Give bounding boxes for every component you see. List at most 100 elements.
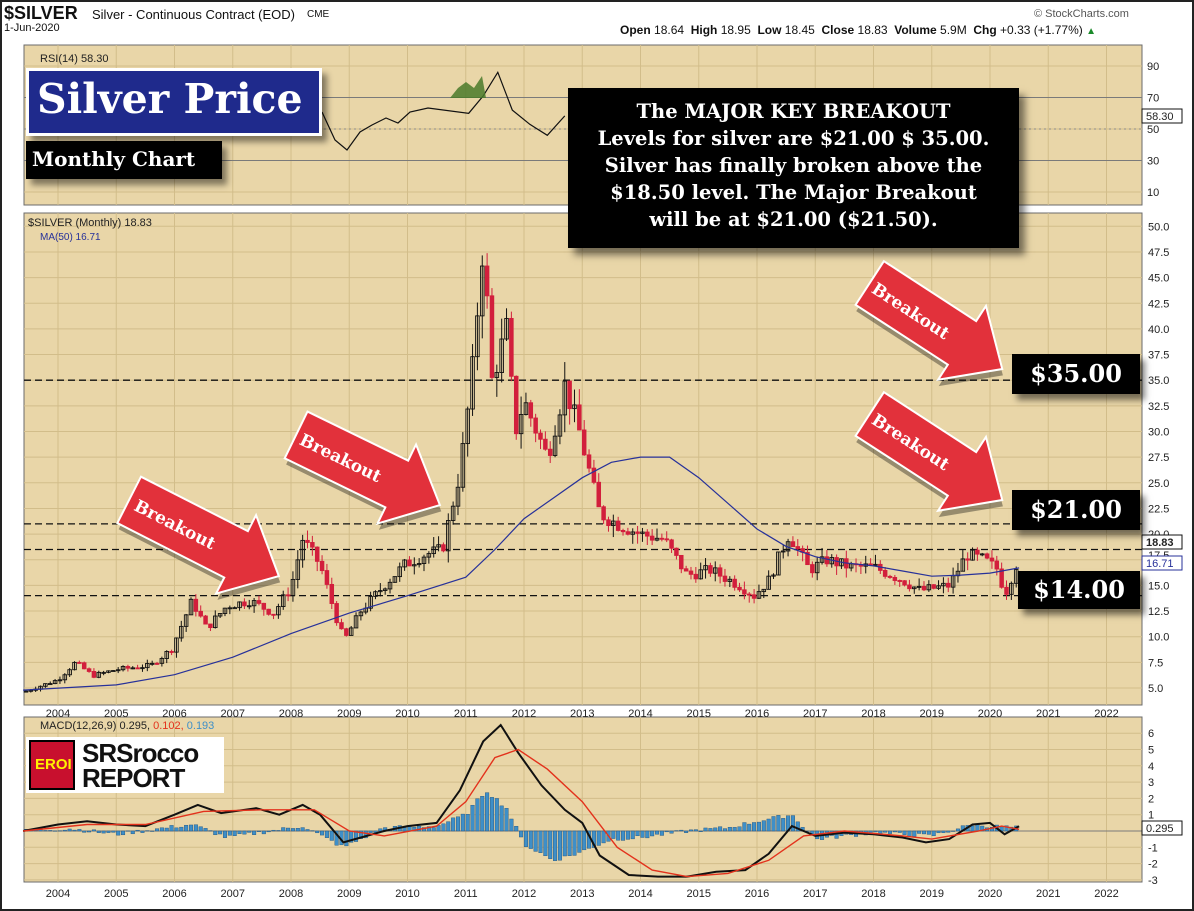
candle-body — [824, 556, 830, 565]
candle-body — [67, 669, 72, 676]
logo-badge-text: EROI — [35, 756, 72, 773]
candle-body — [392, 576, 398, 583]
candle-body — [159, 658, 165, 664]
candle-body — [703, 565, 708, 571]
candle-body — [305, 539, 310, 543]
histogram-bar — [970, 825, 975, 832]
x-tick-label: 2016 — [745, 888, 769, 900]
candle-body — [810, 564, 815, 574]
histogram-bar — [883, 830, 888, 833]
histogram-bar — [155, 828, 160, 832]
candle-body — [513, 375, 519, 435]
candle-body — [567, 380, 572, 410]
high-value: 18.95 — [720, 23, 751, 37]
histogram-bar — [562, 830, 567, 857]
histogram-bar — [247, 830, 252, 833]
histogram-bar — [329, 830, 334, 841]
x-tick-label: 2022 — [1094, 708, 1118, 720]
stockcharts-credit: © StockCharts.com — [1034, 8, 1129, 20]
candle-body — [271, 613, 276, 616]
histogram-bar — [261, 830, 266, 835]
x-tick-label: 2010 — [395, 708, 419, 720]
candle-body — [683, 568, 689, 572]
candle-body — [960, 558, 966, 572]
candle-body — [892, 577, 898, 581]
candle-body — [611, 520, 616, 527]
candle-body — [615, 520, 621, 531]
histogram-bar — [159, 827, 164, 832]
price-tick-label: 47.5 — [1148, 247, 1169, 259]
histogram-bar — [203, 828, 208, 832]
arrow-shape — [854, 259, 1004, 382]
candle-body — [412, 564, 417, 567]
histogram-bar — [111, 830, 116, 833]
histogram-bar — [688, 829, 693, 832]
candle-body — [295, 559, 301, 580]
histogram-bar — [174, 827, 179, 832]
histogram-bar — [344, 830, 349, 847]
candle-body — [926, 584, 932, 591]
price-tick-label: 15.0 — [1148, 580, 1169, 592]
rsi-tick-label: 50 — [1147, 124, 1159, 136]
candle-body — [984, 553, 990, 559]
histogram-bar — [582, 830, 587, 851]
histogram-bar — [499, 805, 504, 832]
candle-body — [436, 544, 441, 548]
histogram-bar — [213, 830, 218, 836]
candle-body — [407, 559, 412, 567]
histogram-bar — [494, 798, 499, 832]
candle-body — [169, 651, 174, 653]
candle-body — [722, 575, 728, 582]
ohlc-readout: Open 18.64 High 18.95 Low 18.45 Close 18… — [620, 23, 1096, 37]
x-tick-label: 2017 — [803, 708, 827, 720]
histogram-bar — [946, 830, 951, 833]
histogram-bar — [892, 830, 897, 833]
rsi-last-value-box — [1141, 108, 1183, 124]
x-tick-label: 2012 — [512, 888, 536, 900]
chart-title: Silver Price — [37, 75, 303, 123]
histogram-bar — [130, 830, 135, 835]
candle-body — [708, 565, 713, 574]
histogram-bar — [538, 830, 543, 853]
histogram-bar — [557, 830, 562, 861]
candle-body — [645, 531, 650, 537]
candle-body — [489, 295, 495, 378]
open-label: Open — [620, 23, 651, 37]
histogram-bar — [266, 830, 271, 833]
candle-body — [751, 594, 757, 599]
histogram-bar — [193, 824, 198, 832]
candle-body — [213, 615, 218, 629]
symbol-description: Silver - Continuous Contract (EOD) — [92, 7, 296, 22]
candle-body — [290, 578, 296, 597]
histogram-bar — [460, 813, 465, 832]
note-line-2: Levels for silver are $21.00 $ 35.00. — [597, 127, 990, 150]
price-tick-label: 35.0 — [1148, 375, 1169, 387]
histogram-bar — [480, 796, 485, 832]
level-21-badge: $21.00 — [1012, 490, 1140, 530]
histogram-bar — [621, 830, 626, 841]
histogram-bar — [184, 824, 189, 832]
candle-body — [276, 606, 281, 616]
candle-body — [780, 550, 786, 553]
histogram-bar — [276, 830, 281, 832]
candle-body — [761, 588, 767, 593]
histogram-bar — [698, 830, 703, 832]
exchange: CME — [307, 9, 330, 20]
candle-body — [183, 614, 189, 627]
candle-body — [280, 594, 286, 607]
histogram-bar — [873, 830, 878, 833]
candle-body — [455, 486, 461, 507]
histogram-bar — [907, 830, 912, 837]
histogram-bar — [514, 826, 519, 832]
ma-last-box — [1141, 555, 1183, 571]
histogram-bar — [470, 804, 475, 832]
candle-body — [659, 537, 665, 540]
histogram-bar — [363, 830, 368, 839]
candle-body — [538, 432, 543, 440]
candle-body — [552, 435, 558, 456]
rsi-line — [321, 70, 566, 151]
macd-tick-label: -3 — [1148, 875, 1158, 887]
candle-body — [285, 594, 291, 597]
candle-body — [416, 563, 422, 566]
candle-body — [140, 667, 145, 670]
